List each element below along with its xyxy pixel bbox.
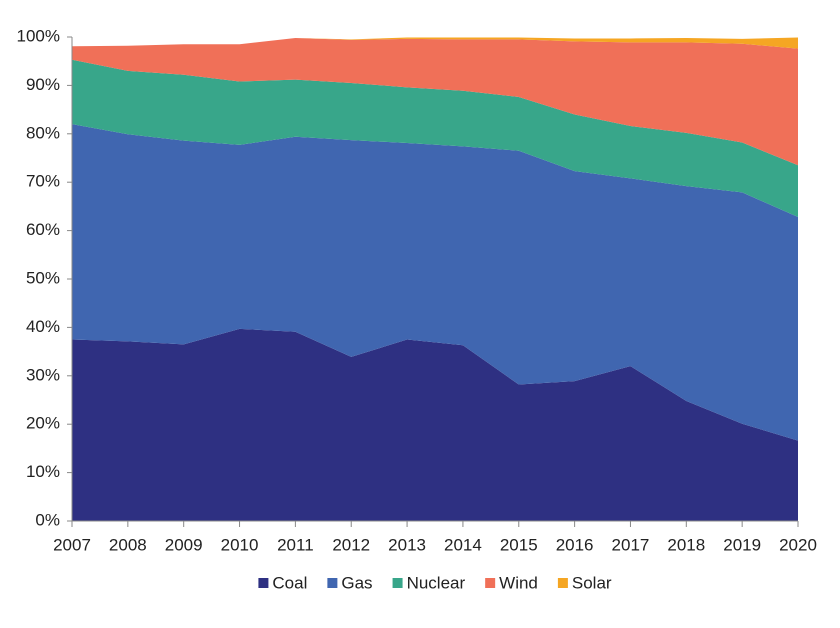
x-tick-label: 2014 (444, 535, 482, 554)
legend-swatch (258, 578, 269, 588)
y-tick-label: 30% (26, 365, 60, 384)
legend-label: Coal (272, 573, 307, 592)
legend-label: Wind (499, 573, 538, 592)
y-tick-label: 70% (26, 172, 60, 191)
y-tick-label: 50% (26, 268, 60, 287)
area (72, 59, 798, 218)
x-tick-label: 2020 (779, 535, 817, 554)
x-tick-label: 2018 (667, 535, 705, 554)
x-tick-label: 2012 (332, 535, 370, 554)
legend-swatch (392, 578, 403, 588)
area (72, 37, 798, 49)
x-tick-label: 2017 (612, 535, 650, 554)
x-tick-label: 2015 (500, 535, 538, 554)
y-tick-label: 0% (35, 510, 60, 529)
y-tick-label: 40% (26, 317, 60, 336)
y-tick-label: 10% (26, 462, 60, 481)
legend-swatch (327, 578, 338, 588)
y-tick-label: 60% (26, 220, 60, 239)
x-tick-label: 2008 (109, 535, 147, 554)
legend-swatch (485, 578, 496, 588)
x-tick-label: 2007 (53, 535, 91, 554)
y-tick-label: 90% (26, 75, 60, 94)
y-tick-label: 80% (26, 123, 60, 142)
area (72, 37, 798, 166)
x-tick-label: 2010 (221, 535, 259, 554)
x-tick-label: 2011 (277, 535, 314, 554)
area (72, 124, 798, 441)
x-tick-label: 2016 (556, 535, 594, 554)
y-tick-label: 100% (17, 26, 60, 45)
x-tick-label: 2009 (165, 535, 203, 554)
legend-label: Solar (572, 573, 612, 592)
x-tick-label: 2013 (388, 535, 426, 554)
legend-label: Gas (341, 573, 372, 592)
legend-swatch (557, 578, 568, 588)
x-tick-label: 2019 (723, 535, 761, 554)
legend-label: Nuclear (407, 573, 466, 592)
y-tick-label: 20% (26, 414, 60, 433)
area (72, 328, 798, 521)
